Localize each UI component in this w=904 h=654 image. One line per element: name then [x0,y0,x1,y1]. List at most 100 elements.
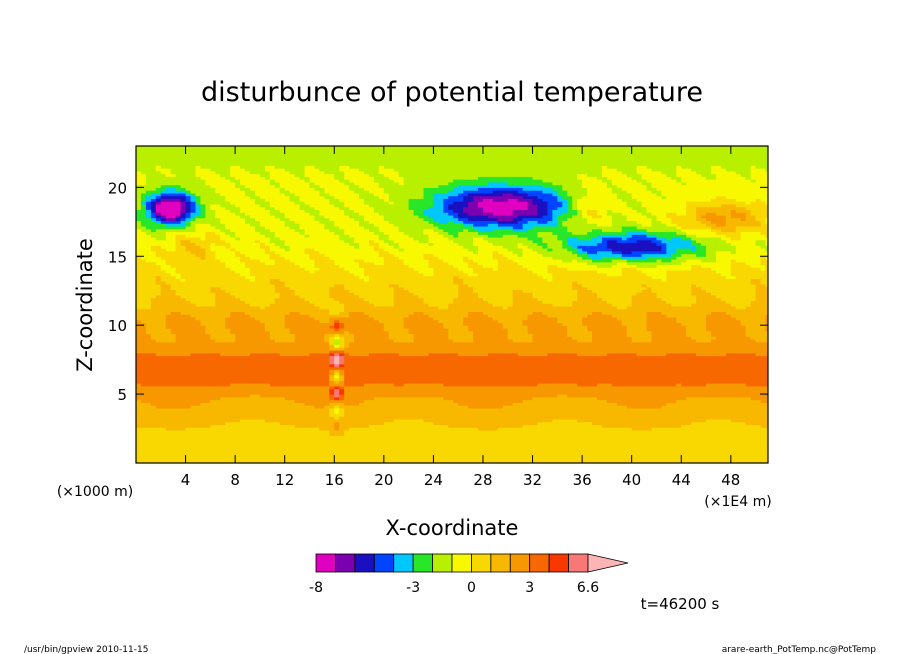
contour-cell [150,451,157,456]
contour-cell [155,176,162,180]
contour-cell [190,162,197,166]
contour-cell [185,429,192,434]
contour-cell [180,165,187,169]
contour-cell [136,212,142,216]
contour-cell [190,195,197,199]
contour-cell [215,217,221,222]
contour-cell [175,300,182,304]
contour-cell [190,165,197,169]
contour-cell [205,374,211,379]
contour-cell [205,278,211,282]
contour-cell [205,394,211,398]
contour-cell [140,303,147,307]
contour-cell [175,432,182,437]
contour-cell [170,214,177,219]
contour-cell [165,270,172,274]
contour-cell [140,383,147,387]
contour-cell [165,418,172,423]
contour-cell [210,327,216,332]
contour-cell [155,154,162,158]
contour-cell [215,220,221,224]
contour-cell [175,242,182,246]
contour-cell [145,344,152,348]
contour-cell [145,179,152,183]
contour-cell [160,278,167,282]
contour-cell [180,424,187,428]
contour-cell [136,201,142,205]
contour-cell [155,261,162,266]
contour-cell [155,438,162,442]
contour-cell [220,355,226,359]
contour-cell [165,264,172,268]
contour-cell [160,372,167,376]
contour-cell [180,319,187,324]
contour-cell [205,449,211,453]
contour-cell [195,394,202,398]
contour-cell [140,405,147,409]
contour-cell [195,259,202,263]
contour-cell [215,275,221,279]
contour-cell [150,206,157,210]
contour-cell [225,261,231,266]
contour-cell [160,148,167,153]
contour-cell [150,214,157,219]
contour-cell [140,159,147,164]
contour-cell [160,247,167,252]
contour-cell [225,446,231,450]
contour-cell [145,275,152,279]
contour-cell [150,247,157,252]
contour-cell [205,446,211,450]
contour-cell [220,396,226,401]
contour-cell [160,421,167,426]
contour-cell [200,319,206,324]
contour-cell [195,267,202,271]
contour-cell [220,413,226,417]
contour-cell [225,176,231,180]
contour-cell [200,372,206,376]
contour-cell [180,286,187,290]
contour-cell [170,168,177,172]
contour-cell [136,341,142,346]
contour-cell [190,347,197,351]
contour-cell [145,236,152,241]
contour-cell [145,333,152,337]
contour-cell [140,245,147,249]
contour-cell [175,316,182,321]
contour-cell [180,261,187,266]
contour-cell [190,363,197,368]
contour-cell [150,372,157,376]
contour-cell [140,203,147,208]
contour-cell [165,429,172,434]
contour-cell [136,168,142,172]
contour-cell [195,195,202,199]
contour-cell [145,203,152,208]
contour-cell [220,369,226,373]
contour-cell [205,413,211,417]
contour-cell [160,435,167,439]
contour-cell [230,297,236,301]
contour-cell [136,344,142,348]
contour-cell [180,179,187,183]
contour-cell [215,407,221,412]
contour-cell [170,391,177,395]
contour-cell [165,201,172,205]
contour-cell [230,314,236,318]
contour-cell [230,358,236,362]
contour-cell [185,314,192,318]
contour-cell [195,333,202,337]
contour-cell [175,168,182,172]
contour-cell [190,184,197,188]
contour-cell [205,209,211,213]
contour-cell [210,421,216,426]
contour-cell [155,267,162,271]
contour-cell [200,449,206,453]
contour-cell [155,314,162,318]
contour-cell [150,336,157,340]
contour-cell [155,286,162,290]
contour-cell [136,303,142,307]
contour-cell [136,396,142,401]
contour-cell [145,424,152,428]
contour-cell [145,225,152,230]
contour-cell [150,192,157,197]
contour-cell [165,173,172,177]
